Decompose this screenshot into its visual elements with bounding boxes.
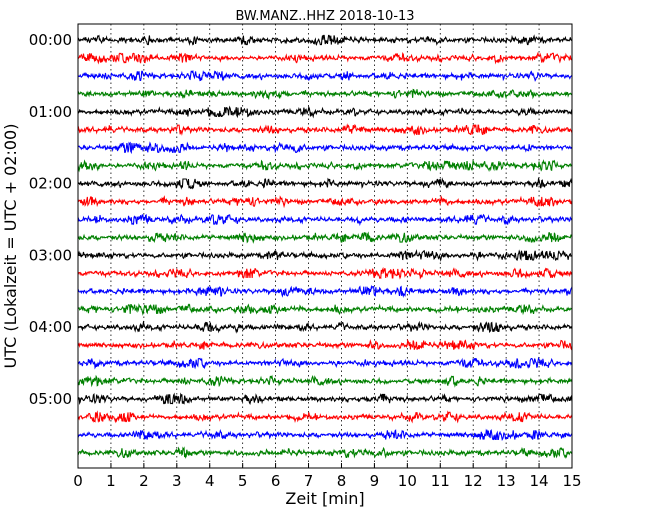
trace-line-21	[77, 410, 573, 424]
seismogram-traces	[77, 34, 573, 459]
trace-line-9	[77, 194, 573, 209]
chart-title: BW.MANZ..HHZ 2018-10-13	[235, 9, 414, 24]
grid-lines	[110, 24, 540, 468]
plot-background	[78, 24, 572, 468]
x-tick-label: 4	[205, 472, 215, 490]
x-tick-label: 15	[562, 472, 581, 490]
trace-line-7	[77, 159, 573, 173]
trace-line-6	[77, 141, 573, 155]
trace-line-15	[77, 303, 573, 316]
trace-line-20	[77, 392, 573, 406]
trace-line-11	[77, 231, 573, 244]
x-tick-label: 11	[431, 472, 450, 490]
plot-frame	[77, 23, 573, 469]
x-tick-label: 2	[139, 472, 149, 490]
x-tick-label: 1	[106, 472, 116, 490]
trace-line-5	[77, 123, 573, 136]
trace-line-13	[77, 266, 573, 280]
x-axis-label: Zeit [min]	[285, 489, 364, 508]
trace-line-2	[77, 69, 573, 82]
y-axis-label: UTC (Lokalzeit = UTC + 02:00)	[1, 124, 20, 369]
trace-line-0	[77, 34, 573, 46]
trace-line-22	[77, 428, 573, 442]
x-tick-label: 13	[497, 472, 516, 490]
y-tick-label: 05:00	[29, 390, 72, 408]
trace-line-8	[77, 177, 573, 190]
x-tick-label: 5	[238, 472, 248, 490]
x-tick-label: 8	[337, 472, 347, 490]
y-tick-label: 02:00	[29, 175, 72, 193]
trace-line-23	[77, 446, 573, 459]
trace-line-14	[77, 284, 573, 299]
x-axis-ticks: 0 1 2 3 4 5 6 7 8 9 10 11 12 13 14 15	[73, 463, 582, 490]
x-tick-label: 10	[398, 472, 417, 490]
y-tick-label: 03:00	[29, 246, 72, 264]
x-tick-label: 0	[73, 472, 83, 490]
y-tick-label: 01:00	[29, 103, 72, 121]
y-tick-label: 00:00	[29, 31, 72, 49]
trace-line-1	[77, 51, 573, 65]
y-axis-ticks: 00:00 01:00 02:00 03:00 04:00 05:00	[29, 31, 83, 408]
x-tick-label: 14	[530, 472, 549, 490]
x-tick-label: 7	[304, 472, 314, 490]
trace-line-3	[77, 88, 573, 101]
x-tick-label: 3	[172, 472, 182, 490]
x-tick-label: 6	[271, 472, 281, 490]
trace-line-17	[77, 338, 573, 351]
y-tick-label: 04:00	[29, 318, 72, 336]
trace-line-16	[77, 320, 573, 334]
trace-line-12	[77, 248, 573, 262]
trace-line-4	[77, 105, 573, 119]
trace-line-19	[77, 374, 573, 388]
x-tick-label: 9	[370, 472, 380, 490]
x-tick-label: 12	[464, 472, 483, 490]
trace-line-10	[77, 213, 573, 227]
trace-line-18	[77, 356, 573, 370]
